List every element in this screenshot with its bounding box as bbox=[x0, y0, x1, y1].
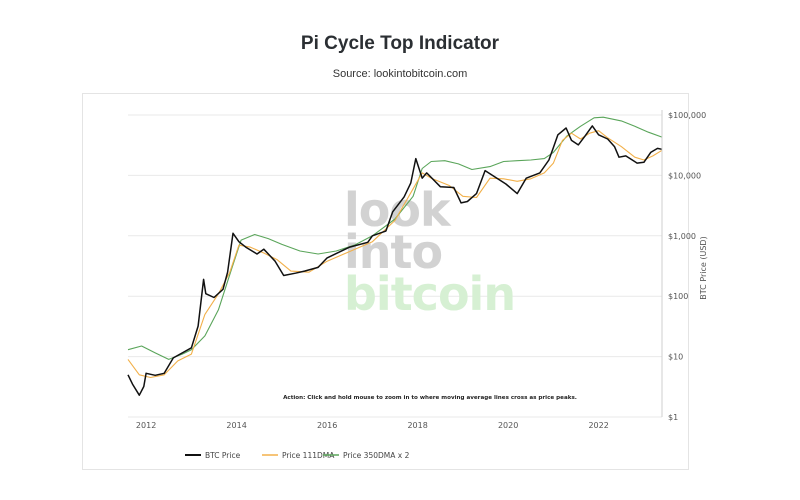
x-tick-label: 2016 bbox=[317, 421, 337, 430]
series-layer bbox=[127, 116, 663, 396]
x-axis: 2012 2014 2016 2018 2020 2022 bbox=[136, 421, 609, 430]
gridlines bbox=[128, 114, 662, 418]
series-line-btc-price bbox=[127, 125, 663, 396]
x-tick-label: 2020 bbox=[498, 421, 518, 430]
legend-label: Price 350DMA x 2 bbox=[343, 451, 410, 460]
y-tick-label: $1 bbox=[668, 413, 678, 422]
watermark-bitcoin: bitcoin bbox=[344, 267, 515, 321]
x-tick-label: 2012 bbox=[136, 421, 156, 430]
legend[interactable]: BTC Price Price 111DMA Price 350DMA x 2 bbox=[185, 451, 410, 460]
legend-label: Price 111DMA bbox=[282, 451, 335, 460]
watermark-into: into bbox=[344, 225, 442, 279]
watermark: look into bitcoin bbox=[344, 183, 516, 321]
legend-item[interactable]: Price 111DMA bbox=[262, 451, 335, 460]
zoom-hint: Action: Click and hold mouse to zoom in … bbox=[283, 395, 577, 401]
y-tick-label: $100 bbox=[668, 292, 688, 301]
y-axis: $1 $10 $100 $1,000 $10,000 $100,000 bbox=[661, 110, 706, 422]
series-line-price-111dma bbox=[127, 130, 663, 379]
x-tick-label: 2022 bbox=[588, 421, 608, 430]
legend-label: BTC Price bbox=[205, 451, 241, 460]
y-tick-label: $100,000 bbox=[668, 111, 706, 120]
series-line-price-350dma-x-2 bbox=[127, 116, 663, 360]
y-tick-label: $1,000 bbox=[668, 232, 696, 241]
chart-title: Pi Cycle Top Indicator bbox=[300, 33, 500, 54]
y-tick-label: $10 bbox=[668, 353, 683, 362]
chart-frame[interactable] bbox=[82, 93, 689, 470]
x-tick-label: 2018 bbox=[407, 421, 427, 430]
chart-source: Source: lookintobitcoin.com bbox=[332, 68, 468, 80]
y-axis-label: BTC Price (USD) bbox=[699, 236, 708, 299]
legend-item[interactable]: Price 350DMA x 2 bbox=[323, 451, 410, 460]
y-tick-label: $10,000 bbox=[668, 171, 701, 180]
x-tick-label: 2014 bbox=[226, 421, 246, 430]
watermark-look: look bbox=[344, 183, 452, 237]
legend-item[interactable]: BTC Price bbox=[185, 451, 241, 460]
